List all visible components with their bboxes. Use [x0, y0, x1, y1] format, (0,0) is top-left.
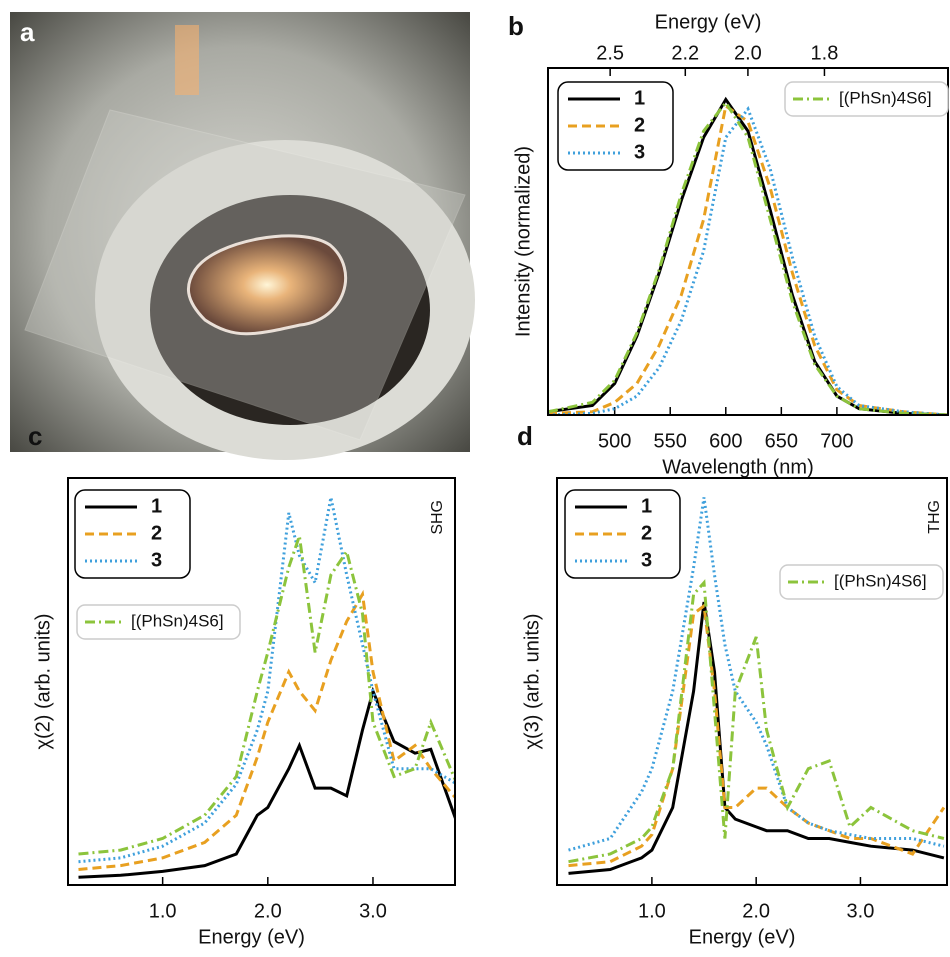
- x-tick-label: 1.0: [149, 900, 177, 922]
- legend-box: [779, 564, 944, 600]
- y-axis-title: χ(3) (arb. units): [521, 613, 543, 749]
- photo: a: [10, 12, 475, 460]
- x-tick-label: 3.0: [847, 900, 875, 922]
- legend-label: 3: [151, 549, 162, 571]
- legend-label: 1: [151, 495, 162, 517]
- x-axis-title: Energy (eV): [198, 926, 305, 948]
- x-axis-title: Energy (eV): [689, 926, 796, 948]
- series-line: [548, 103, 948, 415]
- panel: b 500 550 600 650 700 2.5 2.2 2.0 1.8 Energy (eV) W…: [508, 11, 949, 478]
- x2-tick-label: 2.2: [671, 42, 699, 64]
- side-label: THG: [926, 500, 943, 534]
- legend-label: [(PhSn)4S6]: [131, 611, 224, 630]
- legend-box: [784, 81, 949, 117]
- legend-label: 3: [641, 549, 652, 571]
- legend-box: [76, 604, 241, 640]
- legend-label: 2: [641, 522, 652, 544]
- side-label: SHG: [429, 500, 446, 535]
- legend-label: 2: [151, 522, 162, 544]
- x-tick-label: 700: [820, 430, 853, 452]
- legend-label: 2: [634, 114, 645, 136]
- plot-frame: [556, 477, 948, 886]
- plot-frame: [67, 477, 456, 886]
- panel-label: c: [28, 421, 42, 451]
- series-line: [568, 497, 945, 852]
- panel-label: a: [20, 17, 35, 47]
- x2-tick-label: 2.5: [596, 42, 624, 64]
- x-tick-label: 550: [654, 430, 687, 452]
- x-tick-label: 2.0: [742, 900, 770, 922]
- x-tick-label: 500: [598, 430, 631, 452]
- legend-label: 3: [634, 141, 645, 163]
- series-line: [78, 535, 455, 856]
- legend-label: [(PhSn)4S6]: [839, 88, 932, 107]
- y-axis-title: χ(2) (arb. units): [32, 613, 54, 749]
- legend-label: [(PhSn)4S6]: [834, 571, 927, 590]
- x-axis-title: Wavelength (nm): [662, 456, 814, 478]
- series-line: [548, 100, 948, 415]
- x2-tick-label: 2.0: [734, 42, 762, 64]
- x2-axis-title: Energy (eV): [655, 11, 762, 33]
- series-line: [568, 601, 945, 875]
- series-line: [78, 589, 455, 871]
- panel-label: b: [508, 11, 524, 41]
- series-line: [78, 497, 455, 864]
- series-line: [568, 603, 946, 868]
- x-tick-label: 600: [709, 430, 742, 452]
- plot-frame: [547, 67, 949, 416]
- x2-tick-label: 1.8: [811, 42, 839, 64]
- panel-label: d: [517, 421, 533, 451]
- series-line: [78, 686, 455, 879]
- x-tick-label: 3.0: [359, 900, 387, 922]
- x-tick-label: 1.0: [638, 900, 666, 922]
- x-tick-label: 650: [765, 430, 798, 452]
- y-axis-title: Intensity (normalized): [512, 146, 534, 337]
- legend-label: 1: [634, 87, 645, 109]
- legend-label: 1: [641, 495, 652, 517]
- x-tick-label: 2.0: [254, 900, 282, 922]
- panel: c 1.0 2.0 3.0 Energy (eV) χ(2) (arb. units) SH…: [28, 421, 456, 948]
- panel: d 1.0 2.0 3.0 Energy (eV) χ(3) (arb. units) TH…: [517, 421, 948, 948]
